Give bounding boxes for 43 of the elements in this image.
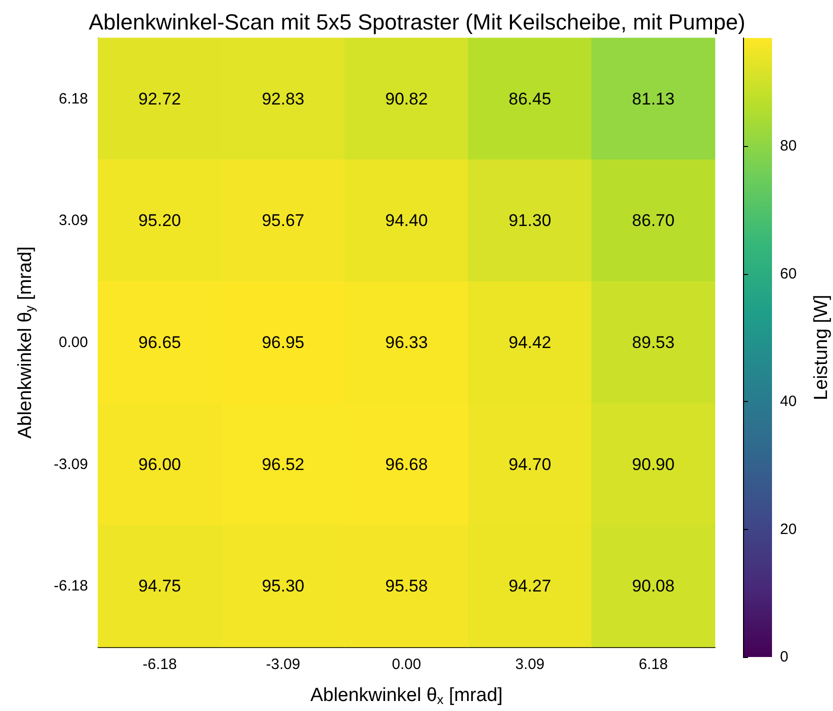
color-bar-label: 80 bbox=[780, 138, 797, 155]
x-tick-label: -3.09 bbox=[266, 656, 300, 673]
data-label: 86.70 bbox=[632, 211, 675, 230]
y-axis-title: Ablenkwinkel θy [mrad] bbox=[15, 246, 37, 439]
x-tick-label: 0.00 bbox=[392, 656, 422, 673]
y-tick-label: 3.09 bbox=[58, 212, 88, 230]
color-bar-label: 40 bbox=[780, 393, 797, 410]
data-label: 94.42 bbox=[508, 333, 552, 352]
data-label: 94.70 bbox=[508, 454, 552, 474]
color-bar-label: 60 bbox=[780, 265, 797, 282]
y-tick-label: -3.09 bbox=[54, 456, 88, 473]
data-label: 94.40 bbox=[385, 211, 428, 230]
data-label: 96.65 bbox=[138, 333, 181, 352]
chart-title: Ablenkwinkel-Scan mit 5x5 Spotraster (Mit Keilscheibe, mit Pumpe) bbox=[88, 10, 746, 34]
data-label: 89.53 bbox=[632, 333, 675, 352]
y-tick-label: 6.18 bbox=[58, 90, 88, 108]
data-label: 96.52 bbox=[262, 454, 304, 474]
x-tick-label: 3.09 bbox=[515, 656, 544, 673]
data-label: 90.08 bbox=[632, 576, 675, 596]
x-tick-label: 6.18 bbox=[638, 656, 668, 673]
color-bar-title: Leistung [W] bbox=[811, 294, 832, 400]
x-tick-label: -6.18 bbox=[142, 656, 177, 673]
data-label: 95.58 bbox=[385, 576, 428, 596]
data-label: 92.72 bbox=[138, 89, 181, 108]
y-tick-label: -6.18 bbox=[54, 578, 88, 595]
data-label: 90.82 bbox=[385, 89, 428, 108]
data-label: 86.45 bbox=[508, 89, 552, 108]
data-label: 94.27 bbox=[508, 576, 552, 596]
data-label: 92.83 bbox=[262, 89, 304, 108]
data-label: 81.13 bbox=[632, 89, 675, 108]
data-label: 96.33 bbox=[385, 333, 428, 352]
data-label: 96.68 bbox=[385, 454, 428, 474]
color-bar-label: 20 bbox=[780, 520, 797, 538]
data-label: 94.75 bbox=[138, 576, 181, 596]
data-label: 95.67 bbox=[262, 211, 304, 230]
data-label: 95.30 bbox=[262, 576, 304, 596]
data-label: 96.95 bbox=[262, 333, 304, 352]
data-label: 91.30 bbox=[508, 211, 552, 230]
data-label: 90.90 bbox=[632, 454, 675, 474]
color-bar-label: 0 bbox=[780, 648, 788, 666]
data-label: 96.00 bbox=[138, 454, 181, 474]
data-label: 95.20 bbox=[138, 211, 181, 230]
y-tick-label: 0.00 bbox=[58, 334, 88, 351]
